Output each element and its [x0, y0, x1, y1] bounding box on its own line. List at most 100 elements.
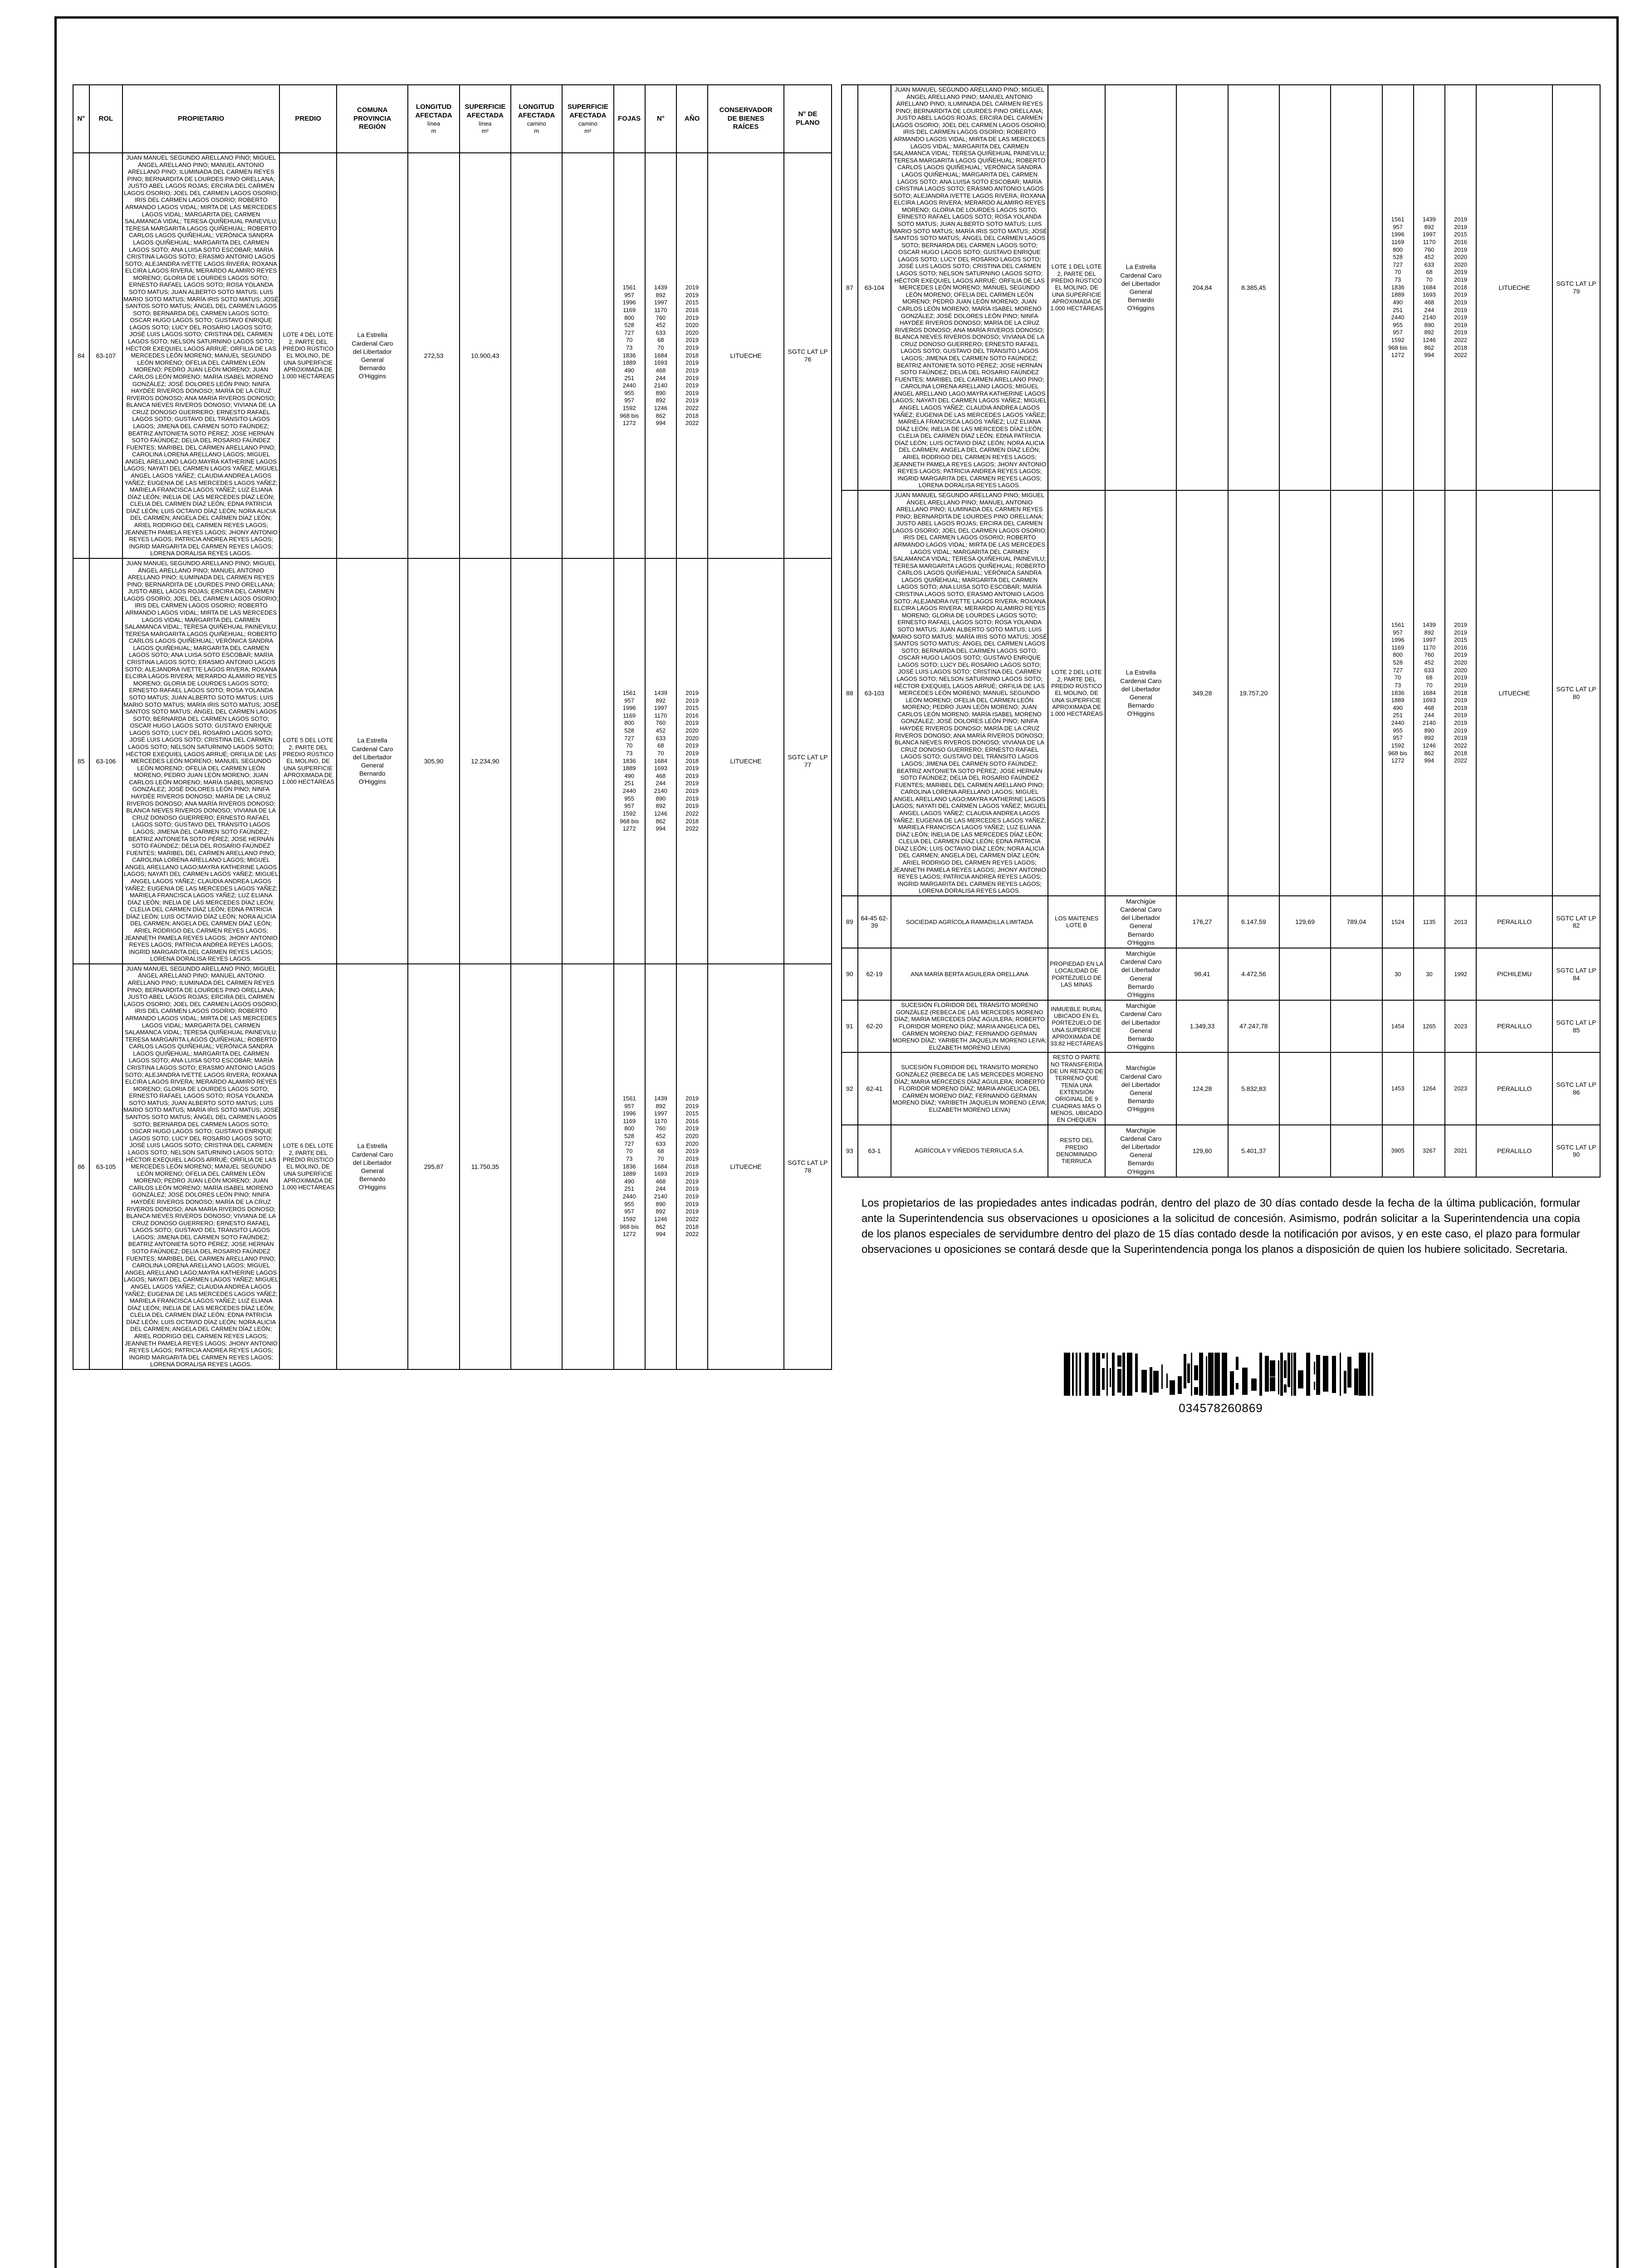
registro-value: 2019	[685, 1200, 699, 1207]
cell-longitud-camino	[1278, 1124, 1331, 1178]
registro-value: 1693	[1422, 291, 1436, 298]
registro-value: 251	[624, 374, 634, 381]
registro-value: 727	[1393, 261, 1403, 268]
cell-superficie-camino	[1330, 84, 1383, 491]
cbr-3: RAÍCES	[733, 123, 759, 131]
registro-value: 1997	[654, 704, 667, 712]
registro-value: 2022	[685, 1215, 699, 1222]
registro-value: 2018	[1454, 344, 1468, 351]
comuna-line: Cardenal Caro	[1120, 1010, 1162, 1018]
registro-value: 528	[1393, 254, 1403, 261]
cell-nro: 1135	[1413, 895, 1445, 949]
comuna-line: del Libertador	[1121, 966, 1160, 974]
cell-superficie-camino: 789,04	[1330, 895, 1383, 949]
cell-superficie-linea: 12.234,90	[459, 557, 511, 964]
cell-anio: 2019 2019 2015 2016 2019 2020 2020 2019 2019 2018…	[676, 557, 709, 964]
cell-anio: 1992	[1444, 948, 1477, 1001]
registro-value: 892	[1424, 329, 1434, 336]
cell-fojas: 1454	[1381, 1000, 1414, 1053]
col-header-nro: N°	[644, 84, 677, 153]
cell-rol: 63-1	[857, 1124, 892, 1178]
registro-value: 2019	[685, 689, 699, 696]
registro-value: 2440	[1391, 314, 1405, 321]
table-body-left: 84 63-107 JUAN MANUEL SEGUNDO ARELLANO PIN…	[73, 152, 832, 1370]
table-header-left: N° ROL PROPIETARIO PREDIO COMUNA PROVINC…	[73, 84, 832, 153]
registro-value: 244	[1424, 712, 1434, 719]
registro-value: 251	[1393, 712, 1403, 719]
cell-longitud-camino	[510, 557, 563, 964]
cell-rol: 63-105	[88, 963, 123, 1370]
registro-value: 468	[1424, 704, 1434, 711]
registro-value: 2015	[685, 704, 699, 712]
registro-value: 1836	[1391, 689, 1405, 696]
registro-value: 2019	[1454, 621, 1468, 628]
registro-value: 70	[1426, 276, 1433, 284]
cell-numero: 91	[841, 1000, 858, 1053]
registro-value: 2022	[1454, 337, 1468, 344]
cell-predio: RESTO O PARTE NO TRANSFERIDA DE UN RETAZ…	[1048, 1052, 1106, 1125]
cell-longitud-linea: 176,27	[1176, 895, 1229, 949]
registro-value: 2019	[1454, 727, 1468, 734]
registro-value: 1997	[1422, 231, 1436, 238]
comuna-line: Bernardo	[1127, 1035, 1154, 1042]
registro-value: 2019	[1454, 223, 1468, 230]
col-header-superficie-camino: SUPERFICIE AFECTADA camino m²	[562, 84, 614, 153]
registro-value: 2019	[685, 802, 699, 810]
registro-value: 800	[624, 1125, 634, 1132]
cell-comuna: La Estrella Cardenal Caro del Libertador Ge…	[336, 152, 409, 559]
cell-conservador: PICHILEMU	[1476, 948, 1553, 1001]
properties-table-left: N° ROL PROPIETARIO PREDIO COMUNA PROVINC…	[73, 84, 832, 1370]
cell-plano: SGTC LAT LP 84	[1552, 948, 1601, 1001]
registro-value: 957	[624, 397, 634, 404]
cell-longitud-linea: 98,41	[1176, 948, 1229, 1001]
registro-value: 2019	[685, 1095, 699, 1102]
comuna-line: del Libertador	[352, 753, 392, 761]
cell-anio: 2021	[1444, 1124, 1477, 1178]
cell-plano: SGTC LAT LP 82	[1552, 895, 1601, 949]
registro-value: 251	[624, 1185, 634, 1193]
cell-nro: 3267	[1413, 1124, 1445, 1178]
registro-value: 2019	[1454, 697, 1468, 704]
registro-value: 1246	[654, 810, 667, 817]
registro-value: 2019	[1454, 329, 1468, 336]
registro-value: 2140	[654, 382, 667, 389]
cell-longitud-linea: 295,87	[407, 963, 460, 1370]
comuna-line: Cardenal Caro	[1120, 1134, 1162, 1142]
comuna-line: del Libertador	[1121, 1080, 1160, 1088]
table-row: 91 62-20 SUCESIÓN FLORIDOR DEL TRÁNSITO MO…	[841, 1000, 1601, 1053]
registro-value: 2015	[1454, 636, 1468, 644]
registro-value: 1996	[1391, 636, 1405, 644]
lc-4: m	[534, 127, 539, 134]
registro-value: 760	[1424, 651, 1434, 659]
cbr-1: CONSERVADOR	[719, 106, 773, 114]
registro-value: 957	[624, 697, 634, 704]
registro-value: 800	[624, 314, 634, 321]
cell-rol: 64-45 62-39	[857, 895, 892, 949]
registro-value: 2140	[1422, 719, 1436, 727]
registro-value: 2019	[1454, 651, 1468, 659]
registro-value: 1684	[1422, 284, 1436, 291]
sl-4: m²	[481, 127, 489, 134]
registro-value: 68	[657, 337, 664, 344]
registro-value: 2018	[685, 412, 699, 419]
registro-value: 727	[624, 1140, 634, 1147]
ll-1: LONGITUD	[416, 103, 452, 111]
registro-value: 468	[656, 1178, 666, 1185]
registro-value: 2022	[1454, 757, 1468, 764]
ll-3: línea	[427, 120, 441, 127]
registro-value: 2019	[1454, 712, 1468, 719]
registro-value: 244	[656, 374, 666, 381]
registro-value: 1561	[1391, 216, 1405, 223]
cell-fojas: 3905	[1381, 1124, 1414, 1178]
cell-superficie-camino	[562, 152, 614, 559]
registro-value: 2019	[685, 780, 699, 787]
sl-2: AFECTADA	[466, 111, 504, 119]
registro-value: 1592	[622, 405, 636, 412]
registro-value: 633	[1424, 261, 1434, 268]
registro-value: 1997	[1422, 636, 1436, 644]
registro-value: 862	[1424, 749, 1434, 757]
comuna-line: General	[1129, 1089, 1152, 1096]
lc-1: LONGITUD	[519, 103, 554, 111]
registro-value: 2018	[685, 817, 699, 825]
comuna-line: General	[1129, 974, 1152, 982]
